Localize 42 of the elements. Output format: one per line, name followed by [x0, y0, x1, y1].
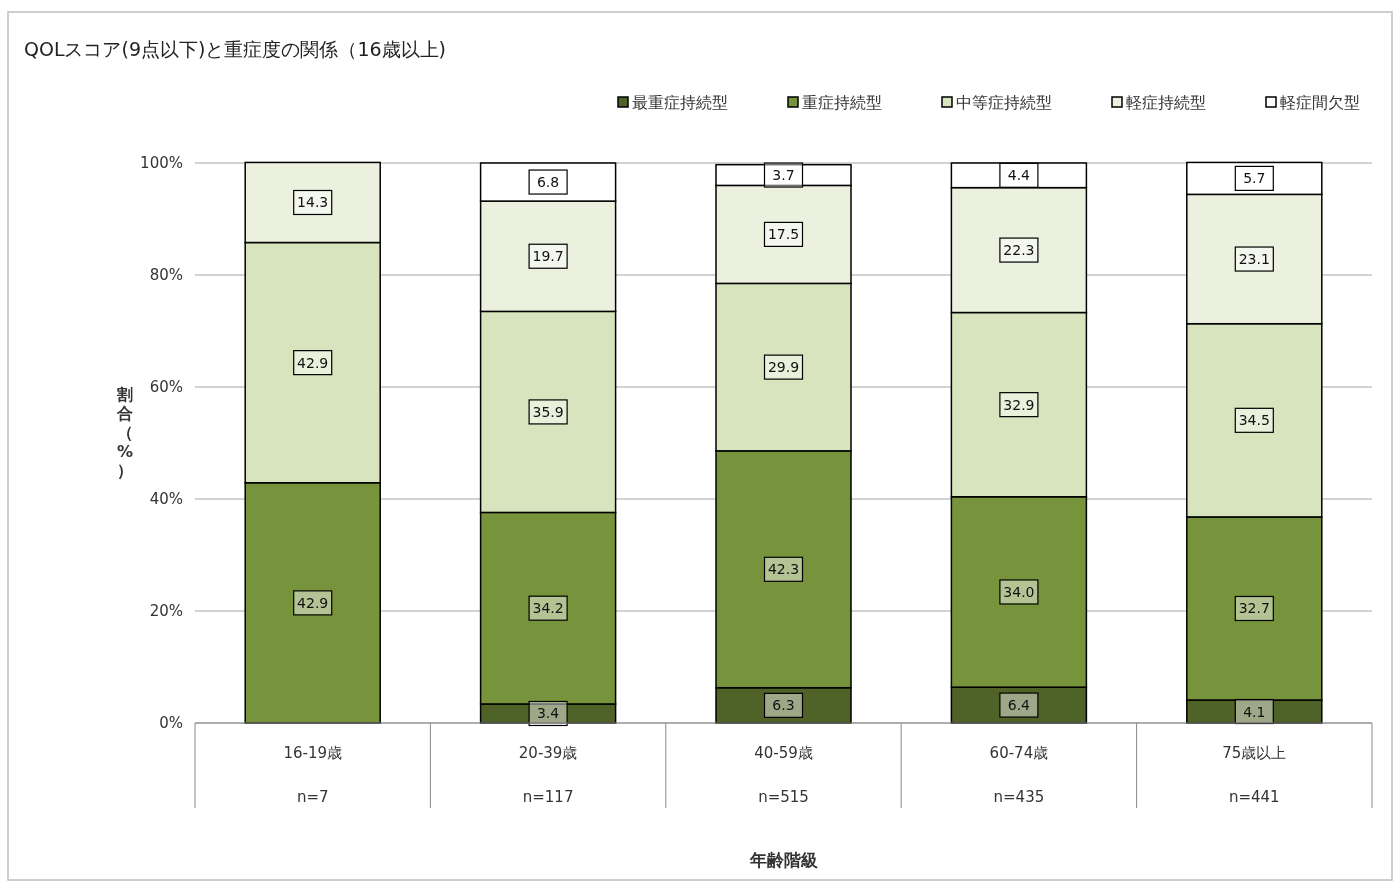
data-label: 5.7 [1243, 170, 1266, 187]
data-label: 32.7 [1238, 600, 1270, 617]
data-label: 34.5 [1238, 412, 1270, 429]
data-label: 6.4 [1007, 697, 1031, 714]
data-label: 35.9 [532, 403, 564, 420]
data-label: 42.9 [297, 354, 329, 371]
y-tick-label: 60% [149, 378, 183, 396]
data-label: 34.2 [532, 600, 564, 617]
data-label: 19.7 [532, 248, 564, 265]
category-label: 40-59歳 n=515 [754, 744, 813, 806]
data-label: 3.7 [772, 167, 795, 184]
y-tick-label: 20% [149, 602, 183, 620]
legend-label: 最重症持続型 [632, 93, 728, 112]
data-label: 32.9 [1003, 396, 1035, 413]
chart-title: QOLスコア(9点以下)と重症度の関係（16歳以上) [24, 38, 446, 60]
data-label: 6.8 [536, 174, 560, 191]
legend-label: 中等症持続型 [956, 93, 1052, 112]
data-label: 22.3 [1003, 242, 1035, 259]
legend-label: 軽症持続型 [1126, 93, 1206, 112]
data-label: 14.3 [297, 194, 329, 211]
data-label: 23.1 [1238, 251, 1270, 268]
data-label: 17.5 [767, 226, 800, 243]
text: 年齢階級 [748, 850, 818, 870]
y-tick-label: 100% [140, 154, 183, 172]
data-label: 42.9 [297, 594, 329, 611]
y-axis-title: 割合（%） [116, 385, 134, 480]
data-label: 42.3 [767, 561, 800, 578]
legend-label: 重症持続型 [802, 93, 882, 112]
data-label: 3.4 [536, 705, 560, 722]
data-label: 29.9 [767, 359, 800, 376]
category-label: 16-19歳 n=7 [283, 744, 342, 806]
y-tick-label: 40% [149, 490, 183, 508]
legend-label: 軽症間欠型 [1280, 93, 1360, 112]
data-label: 4.4 [1007, 167, 1031, 184]
y-tick-label: 80% [149, 266, 183, 284]
category-label: 20-39歳 n=117 [518, 744, 578, 806]
data-label: 34.0 [1003, 583, 1035, 600]
data-label: 4.1 [1243, 703, 1266, 720]
y-tick-label: 0% [159, 714, 183, 732]
category-label: 75歳以上 n=441 [1222, 744, 1287, 806]
data-label: 6.3 [772, 697, 795, 714]
category-label: 60-74歳 n=435 [989, 744, 1049, 806]
